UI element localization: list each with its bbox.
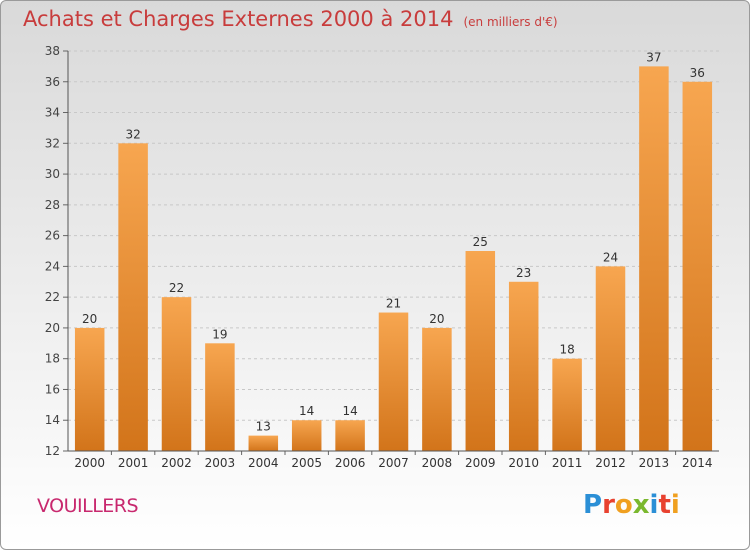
y-tick-label: 18 — [45, 352, 60, 366]
x-tick-label-2012: 2012 — [595, 456, 626, 470]
bar-2006 — [335, 420, 365, 451]
data-label-2000: 20 — [82, 312, 97, 326]
data-label-2002: 22 — [169, 281, 184, 295]
x-tick-label-2003: 2003 — [205, 456, 236, 470]
proxiti-logo: Proxiti — [583, 490, 680, 520]
bar-2010 — [508, 281, 539, 451]
labels: 12 14 16 18 20 22 24 26 28 30 32 34 36 38 20 2000 32 2001… — [45, 44, 713, 470]
y-tick-label: 28 — [45, 198, 60, 212]
data-label-2006: 14 — [342, 404, 357, 418]
x-tick-label-2007: 2007 — [378, 456, 409, 470]
x-tick-label-2008: 2008 — [422, 456, 453, 470]
logo-letter: r — [602, 490, 615, 520]
y-tick-label: 38 — [45, 44, 60, 58]
data-label-2009: 25 — [473, 235, 488, 249]
chart-title-main: Achats et Charges Externes 2000 à 2014 — [23, 7, 454, 31]
bar-2002 — [161, 297, 192, 451]
bar-2004 — [248, 435, 279, 451]
data-label-2012: 24 — [603, 250, 618, 264]
x-tick-label-2006: 2006 — [335, 456, 366, 470]
axes — [63, 50, 719, 455]
logo-letter: t — [658, 490, 671, 520]
x-tick-label-2014: 2014 — [682, 456, 713, 470]
x-tick-label-2001: 2001 — [118, 456, 149, 470]
data-label-2014: 36 — [690, 66, 705, 80]
data-label-2001: 32 — [125, 127, 140, 141]
bar-2009 — [465, 251, 496, 451]
y-tick-label: 26 — [45, 229, 60, 243]
y-tick-label: 16 — [45, 382, 60, 396]
logo-letter: P — [583, 490, 603, 520]
y-tick-label: 34 — [45, 106, 60, 120]
data-label-2008: 20 — [429, 312, 444, 326]
x-tick-label-2010: 2010 — [508, 456, 539, 470]
logo-letter: i — [649, 490, 659, 520]
chart-title: Achats et Charges Externes 2000 à 2014 (e… — [23, 7, 558, 31]
chart-title-unit: (en milliers d'€) — [463, 15, 558, 29]
y-tick-label: 20 — [45, 321, 60, 335]
bar-2014 — [682, 81, 713, 452]
bar-2013 — [639, 66, 669, 451]
bar-2008 — [422, 327, 452, 451]
x-tick-label-2005: 2005 — [291, 456, 322, 470]
y-tick-label: 12 — [45, 444, 60, 458]
data-label-2003: 19 — [212, 327, 227, 341]
bar-2005 — [291, 420, 322, 451]
logo-letter: i — [670, 490, 680, 520]
data-label-2013: 37 — [646, 50, 661, 64]
x-tick-label-2000: 2000 — [74, 456, 105, 470]
x-tick-label-2009: 2009 — [465, 456, 496, 470]
bars — [74, 66, 713, 452]
data-label-2011: 18 — [559, 343, 574, 357]
logo-letter: x — [632, 490, 650, 520]
y-tick-label: 36 — [45, 75, 60, 89]
data-label-2010: 23 — [516, 266, 531, 280]
y-tick-label: 14 — [45, 413, 60, 427]
bar-2011 — [552, 358, 582, 451]
data-label-2005: 14 — [299, 404, 314, 418]
y-tick-label: 24 — [45, 259, 60, 273]
y-tick-label: 22 — [45, 290, 60, 304]
bar-2001 — [118, 143, 148, 452]
data-label-2007: 21 — [386, 297, 401, 311]
commune-name: VOUILLERS — [37, 495, 139, 517]
x-tick-label-2013: 2013 — [639, 456, 670, 470]
data-label-2004: 13 — [256, 420, 271, 434]
x-tick-label-2011: 2011 — [552, 456, 583, 470]
bar-2003 — [205, 343, 235, 451]
bar-2007 — [378, 312, 409, 451]
x-tick-label-2004: 2004 — [248, 456, 279, 470]
x-tick-label-2002: 2002 — [161, 456, 192, 470]
y-tick-label: 30 — [45, 167, 60, 181]
bar-2012 — [595, 266, 626, 451]
logo-letter: o — [614, 490, 633, 520]
y-tick-label: 32 — [45, 136, 60, 150]
bar-2000 — [74, 327, 105, 451]
